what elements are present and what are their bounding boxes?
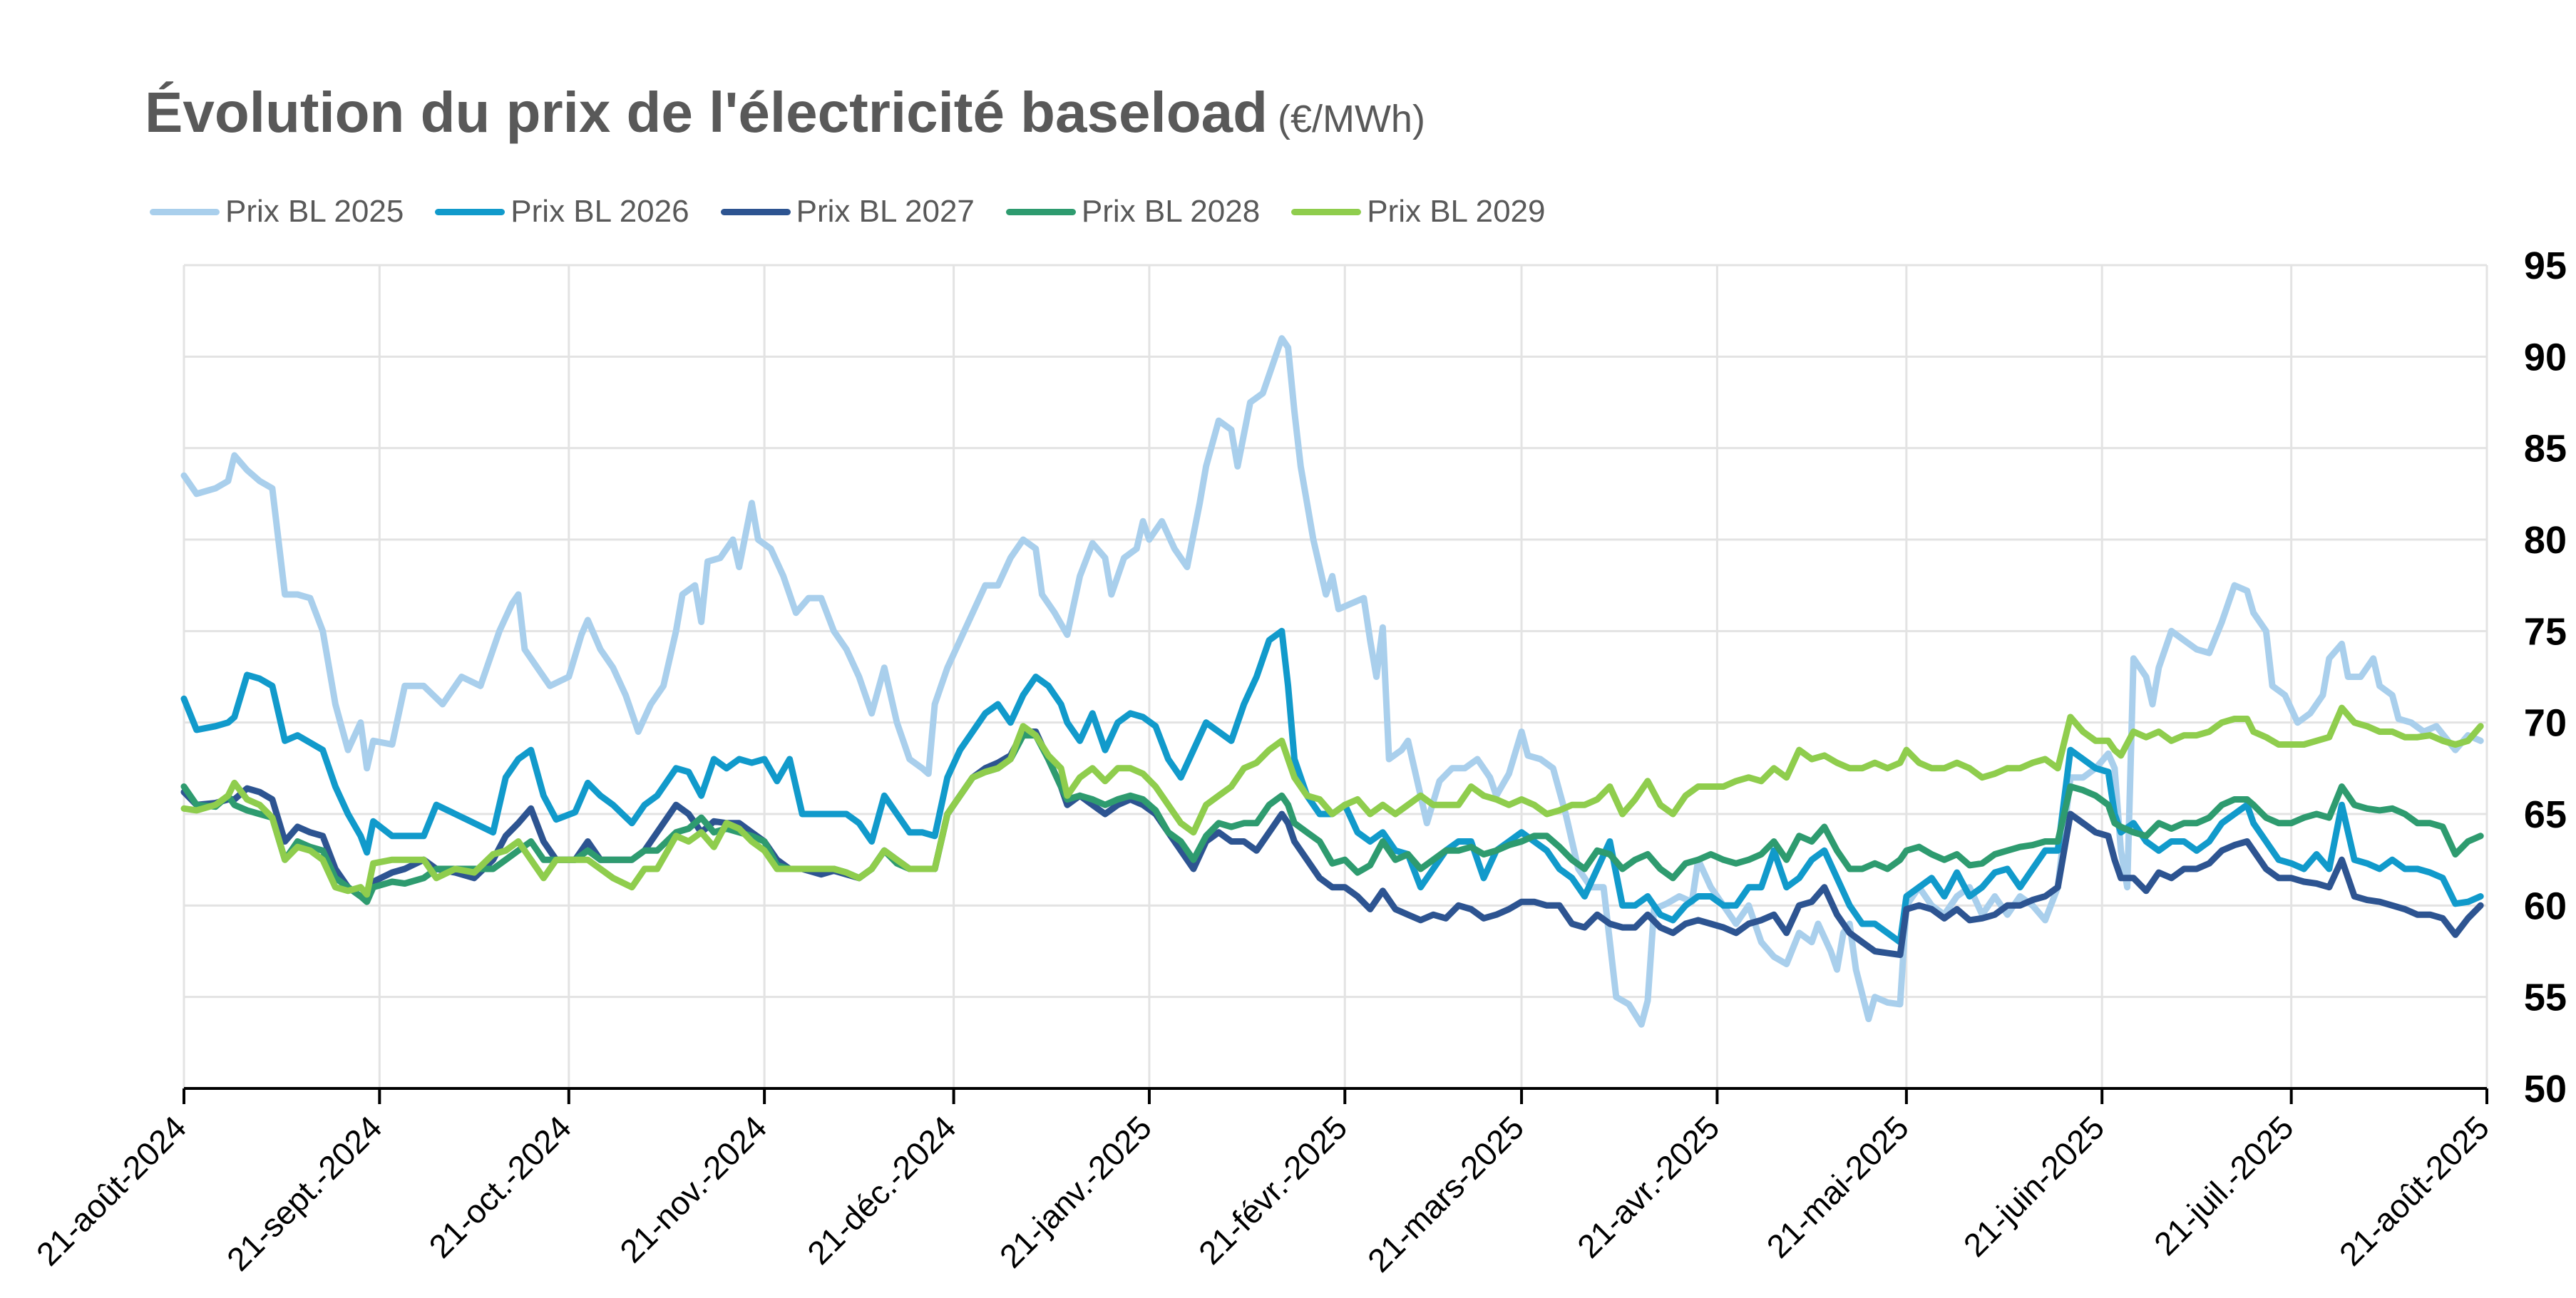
y-tick-label: 50	[2524, 1068, 2567, 1111]
x-tick-label: 21-avr.-2025	[1570, 1108, 1726, 1264]
series-line-prix-bl-2025	[180, 335, 2484, 1028]
x-tick-label: 21-mars-2025	[1360, 1108, 1531, 1279]
legend-swatch-2028	[1005, 208, 1076, 215]
y-tick-label: 95	[2524, 244, 2567, 287]
series-line-prix-bl-2028	[180, 732, 2484, 905]
series-line-prix-bl-2029	[180, 704, 2484, 898]
x-tick-label: 21-juin-2025	[1956, 1108, 2112, 1264]
y-tick-label: 65	[2524, 793, 2567, 836]
y-tick-label: 55	[2524, 977, 2567, 1019]
chart-series	[180, 335, 2484, 1028]
y-tick-label: 80	[2524, 519, 2567, 562]
legend-label-2026: Prix BL 2026	[510, 194, 689, 229]
chart-grid	[183, 264, 2488, 1088]
x-tick-label: 21-mai-2025	[1760, 1108, 1916, 1264]
y-tick-label: 75	[2524, 610, 2567, 653]
chart-title: Évolution du prix de l'électricité basel…	[145, 80, 1425, 145]
legend-swatch-2026	[435, 208, 506, 215]
legend-item-2029[interactable]: Prix BL 2029	[1291, 194, 1545, 230]
x-tick-label: 21-févr.-2025	[1191, 1108, 1354, 1271]
chart-legend: Prix BL 2025 Prix BL 2026 Prix BL 2027 P…	[150, 194, 1545, 230]
x-tick-label: 21-août-2024	[29, 1108, 193, 1272]
chart-title-text: Évolution du prix de l'électricité basel…	[145, 81, 1268, 144]
x-tick-label: 21-déc.-2024	[800, 1108, 963, 1271]
legend-swatch-2025	[150, 208, 220, 215]
legend-swatch-2029	[1291, 208, 1362, 215]
legend-swatch-2027	[720, 208, 791, 215]
series-line-prix-bl-2026	[180, 627, 2484, 946]
y-tick-label: 85	[2524, 428, 2567, 470]
y-tick-label: 60	[2524, 885, 2567, 927]
legend-item-2028[interactable]: Prix BL 2028	[1005, 194, 1261, 230]
y-tick-label: 90	[2524, 336, 2567, 378]
series-line-prix-bl-2027	[180, 728, 2484, 959]
x-tick-label: 21-janv.-2025	[992, 1108, 1159, 1274]
x-tick-label: 21-nov.-2024	[612, 1108, 774, 1269]
x-tick-label: 21-oct.-2024	[421, 1108, 578, 1264]
y-tick-label: 70	[2524, 702, 2567, 745]
legend-label-2027: Prix BL 2027	[796, 194, 975, 229]
legend-label-2028: Prix BL 2028	[1081, 194, 1261, 229]
x-tick-label: 21-juil.-2025	[2147, 1108, 2301, 1262]
chart-title-unit: (€/MWh)	[1277, 98, 1425, 140]
legend-item-2026[interactable]: Prix BL 2026	[435, 194, 689, 230]
legend-label-2029: Prix BL 2029	[1367, 194, 1546, 229]
x-tick-label: 21-sept.-2024	[220, 1108, 389, 1277]
legend-item-2027[interactable]: Prix BL 2027	[720, 194, 975, 230]
legend-item-2025[interactable]: Prix BL 2025	[150, 194, 404, 230]
legend-label-2025: Prix BL 2025	[225, 194, 404, 229]
x-tick-label: 21-août-2025	[2332, 1108, 2496, 1272]
